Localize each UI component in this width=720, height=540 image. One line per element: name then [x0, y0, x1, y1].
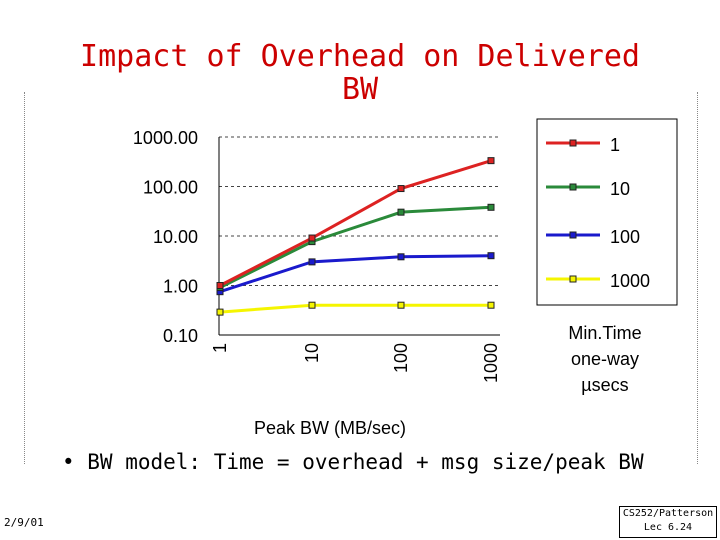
y-tick-label: 1000.00	[133, 128, 198, 148]
x-tick-label: 10	[302, 343, 322, 363]
y-tick-label: 10.00	[153, 227, 198, 247]
x-tick-label: 1000	[481, 343, 501, 383]
series-point-100	[487, 252, 495, 260]
footer-lecture: Lec 6.24	[643, 522, 693, 533]
series-point-10	[487, 203, 495, 211]
left-dotted-divider	[24, 92, 25, 464]
min-time-note-line-2: one-way	[570, 349, 640, 369]
series-point-1	[487, 157, 495, 165]
series-point-1	[397, 185, 405, 193]
slide-title-line-1: Impact of Overhead on Delivered	[80, 39, 640, 74]
series-line-10	[219, 205, 492, 289]
series-point-1000	[397, 301, 405, 309]
legend-label-1000: 1000	[610, 271, 650, 291]
legend-label-10: 10	[610, 179, 630, 199]
series-point-1	[308, 234, 316, 242]
series-line-1	[219, 159, 492, 287]
slide-title: Impact of Overhead on Delivered BW	[60, 40, 660, 106]
x-tick-label: 1	[210, 343, 230, 353]
series-line-100	[219, 254, 492, 294]
y-tick-labels: 1000.00 100.00 10.00 1.00 0.10	[133, 128, 198, 346]
series-point-100	[308, 258, 316, 266]
footer-date: 2/9/01	[4, 516, 44, 529]
x-axis-label: Peak BW (MB/sec)	[254, 418, 406, 438]
legend-marker-100	[569, 231, 577, 239]
chart-grid	[219, 136, 500, 286]
y-tick-label: 100.00	[143, 178, 198, 198]
chart-legend: 1 10 100 1000	[546, 135, 650, 291]
legend-marker-1000	[569, 275, 577, 283]
legend-marker-10	[569, 183, 577, 191]
legend-box	[536, 118, 678, 306]
legend-label-1: 1	[610, 135, 620, 155]
legend-label-100: 100	[610, 227, 640, 247]
series-lines	[219, 159, 492, 314]
y-tick-label: 1.00	[163, 277, 198, 297]
series-markers	[216, 157, 495, 316]
series-point-100	[397, 253, 405, 261]
footer-course: CS252/Patterson	[622, 508, 714, 519]
footer-course-box: CS252/Patterson Lec 6.24	[619, 506, 717, 538]
min-time-note-line-3: µsecs	[581, 375, 629, 395]
y-tick-label: 0.10	[163, 326, 198, 346]
series-point-10	[397, 208, 405, 216]
series-point-1000	[216, 308, 224, 316]
series-point-1000	[487, 301, 495, 309]
legend-marker-1	[569, 139, 577, 147]
x-tick-labels: 1 10 100 1000	[210, 343, 501, 383]
slide-title-line-2: BW	[341, 72, 379, 107]
min-time-note-line-1: Min.Time	[568, 323, 642, 343]
series-point-1000	[308, 301, 316, 309]
min-time-note: Min.Time one-way µsecs	[540, 320, 670, 398]
right-dotted-divider	[697, 92, 698, 464]
series-line-1000	[219, 303, 491, 314]
bullet-text: • BW model: Time = overhead + msg size/p…	[62, 450, 644, 474]
x-tick-label: 100	[391, 343, 411, 373]
series-point-1	[216, 282, 224, 289]
